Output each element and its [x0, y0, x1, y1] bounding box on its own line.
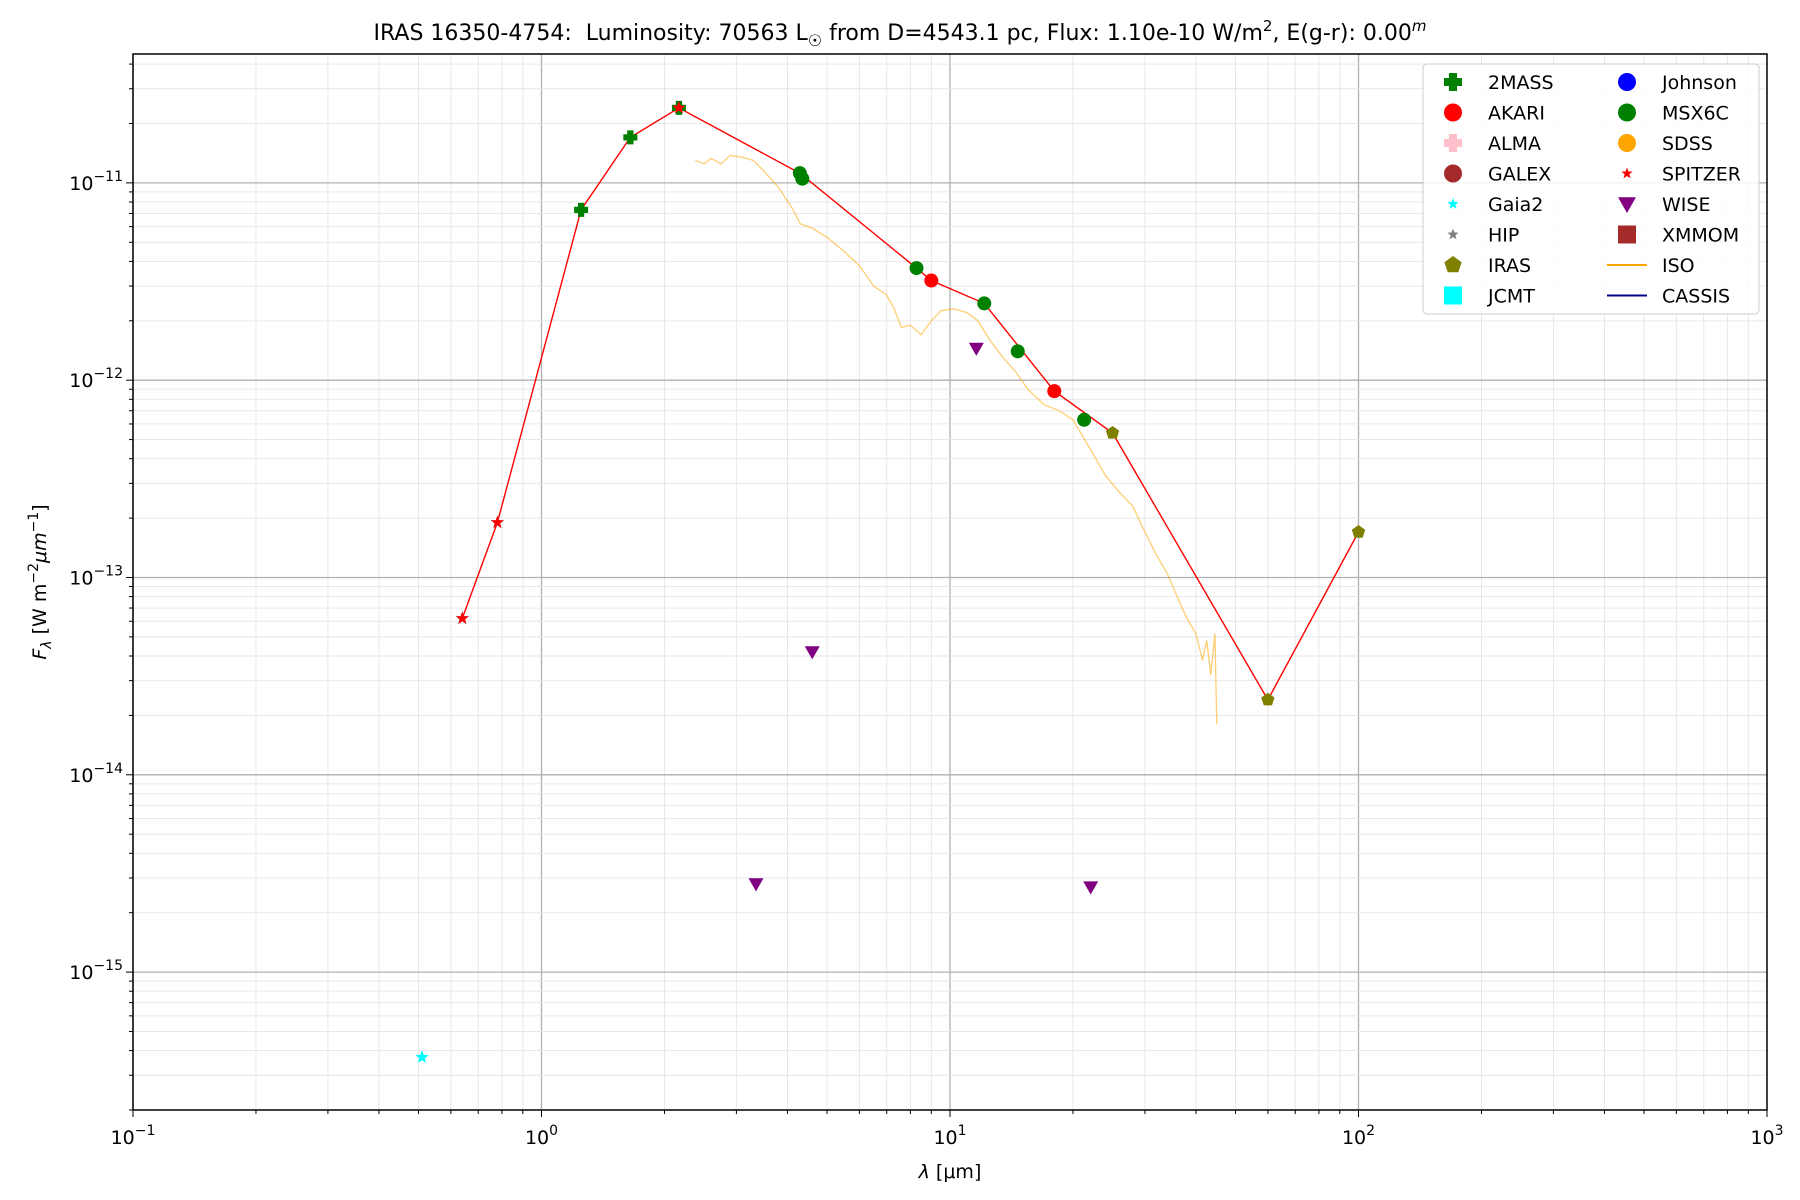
legend-label-alma: ALMA [1488, 133, 1541, 155]
legend-label-xmmom: XMMOM [1662, 225, 1739, 247]
legend-label-gaia2: Gaia2 [1488, 194, 1543, 216]
legend-label-jcmt: JCMT [1487, 286, 1535, 308]
legend-label-sdss: SDSS [1662, 133, 1713, 155]
legend-label-akari: AKARI [1488, 103, 1545, 125]
wise-point [968, 342, 984, 356]
legend-marker-alma [1444, 134, 1462, 152]
y-tick-label: 10−13 [69, 563, 123, 589]
legend-marker-spitzer [1621, 167, 1633, 179]
spitzer-point [490, 515, 505, 529]
iras-point [1105, 426, 1120, 439]
x-axis-label: λ [μm] [918, 1161, 982, 1183]
legend-label-iras: IRAS [1488, 255, 1531, 277]
legend-marker-akari [1444, 103, 1462, 122]
legend-label-cassis: CASSIS [1662, 286, 1730, 308]
y-tick-label: 10−15 [69, 958, 123, 984]
legend-label-spitzer: SPITZER [1662, 164, 1741, 186]
wise-point [804, 646, 820, 660]
legend-marker-xmmom [1618, 225, 1636, 244]
x-tick-label: 102 [1342, 1123, 1375, 1149]
legend-marker-galex [1444, 164, 1462, 183]
iras-point [1351, 525, 1366, 538]
legend-marker-johnson [1618, 73, 1636, 91]
legend-label-wise: WISE [1662, 194, 1710, 216]
legend-marker-gaia2 [1447, 198, 1459, 209]
msx6c-point [909, 261, 924, 276]
wise-point [748, 878, 764, 892]
chart-title: IRAS 16350-4754: Luminosity: 70563 L☉ fro… [374, 17, 1427, 50]
legend-marker-2mass [1444, 73, 1462, 91]
msx6c-point [977, 296, 992, 311]
akari-point [1047, 384, 1062, 399]
msx6c-point [1077, 412, 1092, 427]
x-tick-label: 103 [1750, 1123, 1783, 1149]
legend-marker-jcmt [1444, 286, 1462, 305]
x-tick-label: 100 [525, 1123, 558, 1149]
spitzer-point [455, 611, 469, 625]
legend-marker-hip [1447, 228, 1459, 240]
x-tick-label: 10−1 [111, 1123, 156, 1149]
iras-point [1261, 692, 1275, 706]
iso-spectrum-line [695, 154, 1218, 725]
y-tick-label: 10−14 [69, 761, 123, 787]
x-tick-label: 101 [933, 1123, 966, 1149]
legend-label-iso: ISO [1662, 255, 1695, 277]
msx6c-point [1010, 344, 1025, 359]
legend-label-johnson: Johnson [1661, 72, 1737, 94]
legend-label-2mass: 2MASS [1488, 72, 1554, 94]
2mass-point [623, 130, 638, 145]
akari-point [924, 273, 939, 288]
y-axis-label: Fλ [W m−2μm−1] [26, 504, 55, 659]
msx6c-point [795, 171, 810, 186]
legend-label-galex: GALEX [1488, 164, 1551, 186]
axis-ticks: 10−1 100 101 102 103 10−15 10−14 10−13 10−12 10−1… [69, 63, 1784, 1149]
2mass-point [574, 202, 589, 217]
legend-label-hip: HIP [1488, 225, 1519, 247]
wise-point [1083, 881, 1099, 895]
grid [132, 54, 1767, 1111]
legend-marker-sdss [1618, 134, 1636, 152]
legend-marker-wise [1618, 197, 1636, 213]
spitzer-point [672, 100, 686, 114]
legend-box [1422, 63, 1760, 315]
plot-area [415, 100, 1366, 1063]
legend-marker-msx6c [1618, 103, 1636, 122]
legend-marker-iras [1444, 256, 1462, 273]
gaia2-point [415, 1050, 429, 1063]
legend: 2MASS Johnson AKARI MSX6C ALMA SDSS GALEX SPITZ… [1422, 63, 1760, 315]
y-tick-label: 10−11 [69, 169, 123, 195]
y-tick-label: 10−12 [69, 366, 123, 392]
legend-label-msx6c: MSX6C [1662, 103, 1729, 125]
